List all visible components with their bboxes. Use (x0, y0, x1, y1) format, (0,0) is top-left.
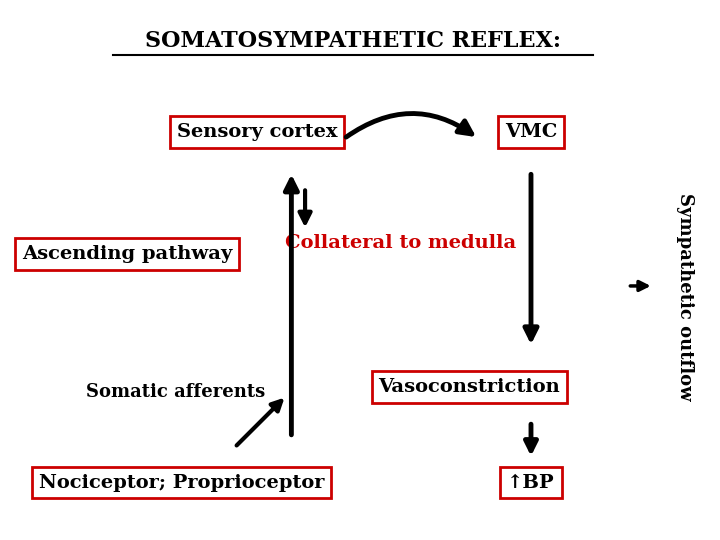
Text: Collateral to medulla: Collateral to medulla (284, 234, 516, 252)
Text: Nociceptor; Proprioceptor: Nociceptor; Proprioceptor (39, 474, 325, 491)
Text: Somatic afferents: Somatic afferents (86, 383, 265, 401)
Text: ↑BP: ↑BP (507, 474, 555, 491)
Text: SOMATOSYMPATHETIC REFLEX:: SOMATOSYMPATHETIC REFLEX: (145, 30, 561, 52)
Text: Vasoconstriction: Vasoconstriction (379, 378, 560, 396)
Text: Sensory cortex: Sensory cortex (177, 123, 338, 141)
Text: VMC: VMC (505, 123, 557, 141)
Text: Sympathetic outflow: Sympathetic outflow (676, 193, 694, 400)
Text: Ascending pathway: Ascending pathway (22, 245, 233, 263)
